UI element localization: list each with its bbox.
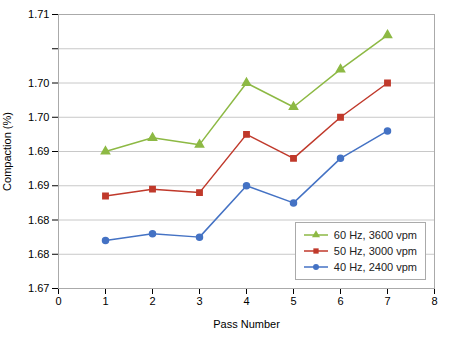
svg-text:Pass Number: Pass Number [213,318,280,330]
svg-text:1.70: 1.70 [28,111,49,123]
svg-text:1.70: 1.70 [28,77,49,89]
svg-text:1.67: 1.67 [28,282,49,294]
svg-text:Compaction (%): Compaction (%) [1,112,13,191]
svg-text:1.69: 1.69 [28,145,49,157]
svg-text:5: 5 [290,295,296,307]
svg-text:3: 3 [196,295,202,307]
svg-text:1: 1 [102,295,108,307]
html-text:50 Hz, 3000 vpm: 50 Hz, 3000 vpm [333,245,417,257]
svg-text:8: 8 [431,295,437,307]
svg-text:2: 2 [149,295,155,307]
svg-text:4: 4 [243,295,249,307]
svg-text:6: 6 [337,295,343,307]
svg-text:1.68: 1.68 [28,248,49,260]
html-text:60 Hz, 3600 vpm: 60 Hz, 3600 vpm [333,229,417,241]
svg-text:1.71: 1.71 [28,8,49,20]
svg-text:7: 7 [384,295,390,307]
svg-text:0: 0 [55,295,61,307]
svg-text:1.68: 1.68 [28,214,49,226]
html-text:40 Hz, 2400 vpm: 40 Hz, 2400 vpm [333,261,417,273]
svg-text:1.69: 1.69 [28,179,49,191]
